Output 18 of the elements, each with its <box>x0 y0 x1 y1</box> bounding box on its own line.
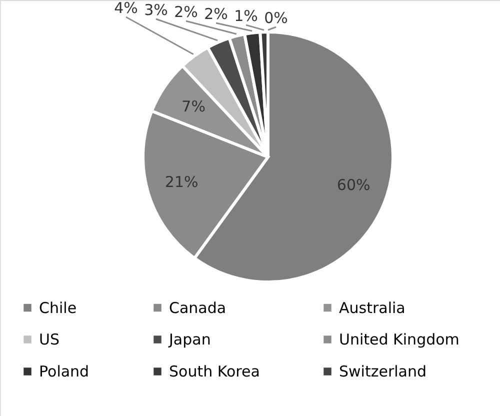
legend-label: South Korea <box>169 362 260 380</box>
data-label: 1% <box>234 7 258 25</box>
data-label: 21% <box>164 173 198 192</box>
data-label: 2% <box>204 5 228 23</box>
legend-label: United Kingdom <box>339 330 460 348</box>
legend-label: Chile <box>39 298 77 317</box>
legend-label: Poland <box>39 362 90 380</box>
data-label: 60% <box>336 176 370 194</box>
legend-label: Canada <box>169 298 226 317</box>
data-label: 3% <box>144 1 168 19</box>
legend-label: Japan <box>168 330 211 348</box>
data-label: 4% <box>114 0 138 17</box>
text: 0% <box>264 9 288 27</box>
data-label: 7% <box>182 97 206 116</box>
legend-label: Switzerland <box>339 362 426 380</box>
legend-label: Australia <box>339 298 406 317</box>
data-label: 2% <box>174 3 198 21</box>
legend-label: US <box>39 330 60 348</box>
